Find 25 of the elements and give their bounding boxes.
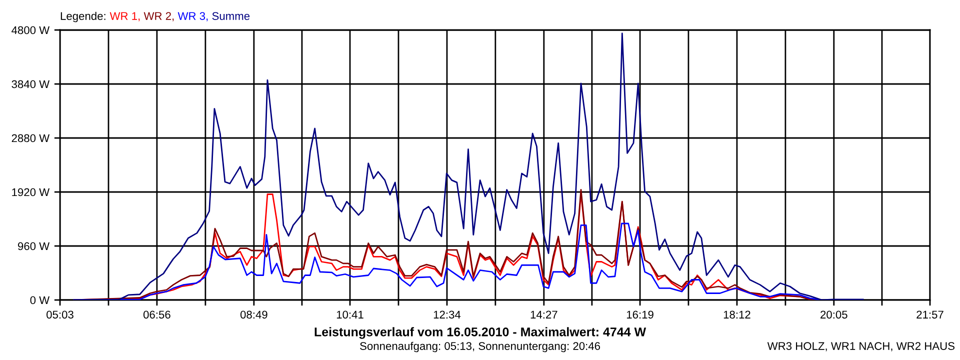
y-tick-label: 2880 W [12, 134, 50, 142]
x-tick-label: 12:34 [434, 310, 461, 319]
text: WR 3, [178, 12, 208, 22]
x-tick-label: 05:03 [46, 310, 74, 319]
x-tick-label: 08:49 [240, 310, 268, 319]
y-tick-label: 1920 W [12, 188, 50, 196]
text: Sonnenaufgang: 05:13, Sonnenuntergang: 20:46 [360, 342, 600, 352]
y-tick-label: 4800 W [12, 26, 50, 34]
text: WR 1, [110, 12, 140, 22]
x-tick-label: 18:12 [724, 310, 750, 319]
x-tick-label: 06:56 [143, 310, 170, 319]
text: WR3 HOLZ, WR1 NACH, WR2 HAUS [767, 342, 954, 352]
y-tick-label: 0 W [30, 296, 50, 304]
x-tick-label: 14:27 [530, 310, 558, 318]
x-tick-label: 16:19 [626, 310, 654, 319]
text: WR 2, [144, 12, 174, 22]
x-tick-label: 10:41 [336, 310, 364, 319]
line-series [73, 32, 864, 300]
y-tick-label: 3840 W [12, 80, 50, 88]
text: Summe [212, 12, 250, 20]
x-tick-label: 21:57 [916, 310, 944, 319]
x-tick-label: 20:05 [820, 310, 848, 319]
text: Leistungsverlauf vom 16.05.2010 - Maximalwert: 4744 W [314, 327, 646, 339]
y-tick-label: 960 W [18, 242, 50, 250]
legend-title: Legende: [60, 12, 106, 22]
